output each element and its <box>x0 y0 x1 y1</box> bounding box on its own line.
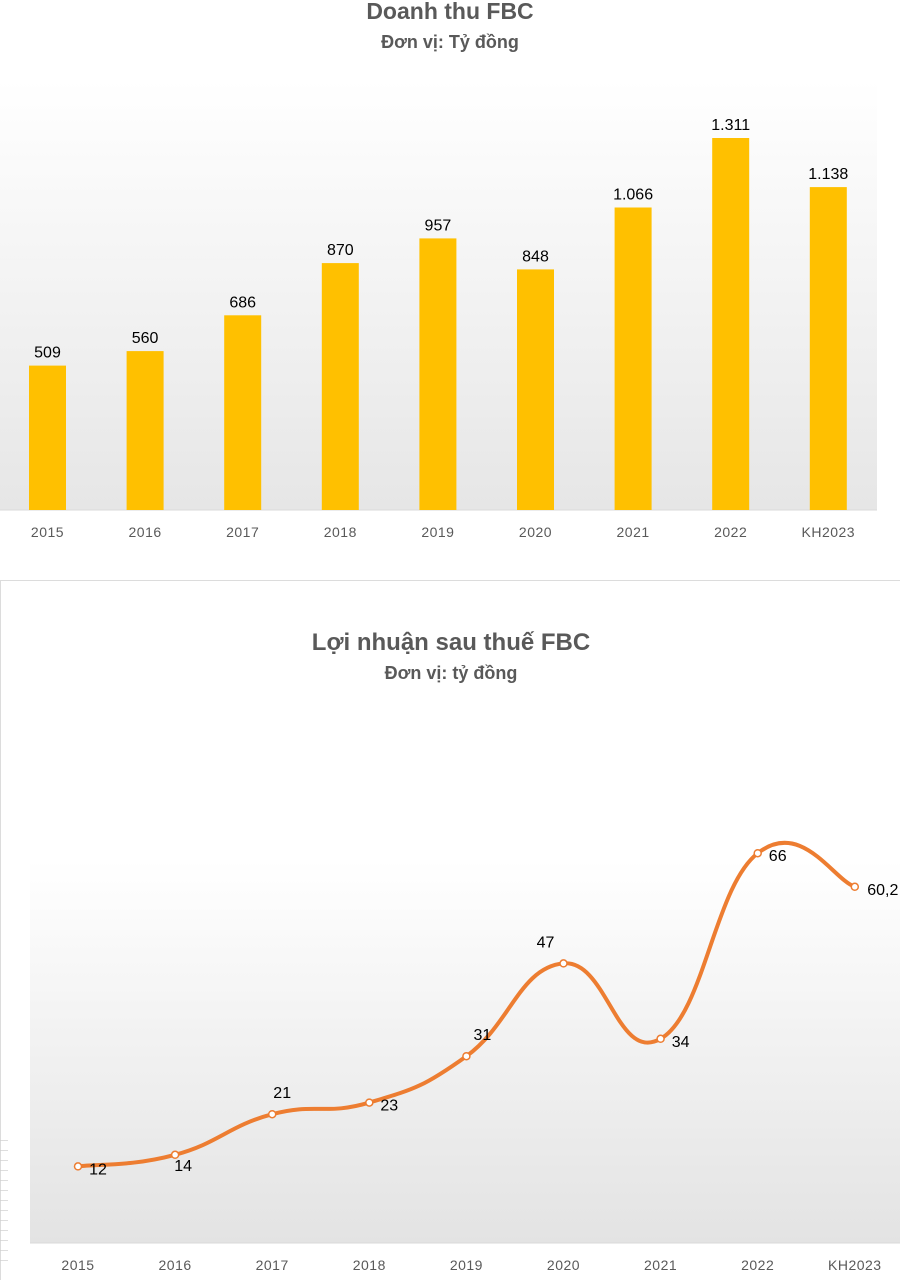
bar <box>712 138 750 510</box>
data-label: 560 <box>132 330 159 347</box>
data-label: 21 <box>273 1085 291 1102</box>
data-label: 1.138 <box>808 166 848 183</box>
x-tick-label: 2016 <box>159 1257 192 1273</box>
data-label: 47 <box>537 934 555 951</box>
x-tick-label: 2022 <box>741 1257 774 1273</box>
x-tick-label: 2019 <box>421 524 454 540</box>
data-label: 686 <box>229 294 256 311</box>
revenue-chart-subtitle: Đơn vị: Tỷ đồng <box>381 32 519 52</box>
bar <box>614 207 652 510</box>
data-point <box>365 1098 374 1107</box>
data-point <box>267 1109 277 1119</box>
bar <box>419 238 457 510</box>
profit-chart-panel: Lợi nhuận sau thuế FBC Đơn vị: tỷ đồng <box>0 580 900 1280</box>
x-tick-label: 2017 <box>226 524 259 540</box>
data-point <box>559 959 568 968</box>
data-label: 1.066 <box>613 187 653 204</box>
x-tick-label: 2020 <box>519 524 552 540</box>
x-tick-label: 2015 <box>31 524 64 540</box>
data-label: 14 <box>174 1158 192 1175</box>
data-point <box>170 1150 180 1160</box>
bar <box>126 351 164 510</box>
data-label: 34 <box>672 1034 690 1051</box>
data-label: 957 <box>425 217 452 234</box>
data-point <box>753 848 762 858</box>
left-edge-decoration <box>0 1140 8 1270</box>
data-point <box>73 1162 83 1171</box>
bar <box>517 269 554 510</box>
x-tick-label: 2021 <box>617 524 650 540</box>
data-point <box>462 1051 471 1061</box>
data-label: 23 <box>380 1098 398 1115</box>
data-label: 66 <box>769 848 787 865</box>
x-tick-label: 2015 <box>61 1257 94 1273</box>
x-tick-label: KH2023 <box>802 524 856 540</box>
revenue-chart-title: Doanh thu FBC <box>366 0 534 24</box>
data-label: 31 <box>474 1027 492 1044</box>
data-label: 1.311 <box>711 117 750 134</box>
x-tick-label: 2018 <box>324 524 357 540</box>
data-point <box>656 1034 665 1044</box>
bar <box>29 365 66 510</box>
x-tick-label: 2020 <box>547 1257 580 1273</box>
data-label: 12 <box>89 1161 107 1178</box>
series-line <box>76 840 857 1169</box>
x-tick-label: 2022 <box>714 524 747 540</box>
x-tick-label: 2021 <box>644 1257 677 1273</box>
x-tick-label: 2016 <box>129 524 162 540</box>
plot-area <box>30 860 900 1243</box>
data-point <box>850 882 860 892</box>
data-label: 60,2 <box>867 882 898 899</box>
data-label: 848 <box>522 248 549 265</box>
x-tick-label: KH2023 <box>828 1257 882 1273</box>
revenue-chart-panel: Doanh thu FBC Đơn vị: Tỷ đồng 509 2015 560… <box>0 0 900 575</box>
revenue-bar-chart: 509 2015 560 2016 686 2017 870 2018 957 2019 848 20… <box>0 80 877 540</box>
x-tick-label: 2019 <box>450 1257 483 1273</box>
bar <box>224 315 262 510</box>
bar <box>321 263 359 510</box>
profit-chart-title: Lợi nhuận sau thuế FBC <box>311 629 591 656</box>
data-label: 870 <box>327 242 354 259</box>
data-label: 509 <box>34 345 61 362</box>
x-tick-label: 2017 <box>256 1257 289 1273</box>
profit-chart-subtitle: Đơn vị: tỷ đồng <box>384 663 518 683</box>
x-tick-label: 2018 <box>353 1257 386 1273</box>
bar <box>809 187 847 510</box>
